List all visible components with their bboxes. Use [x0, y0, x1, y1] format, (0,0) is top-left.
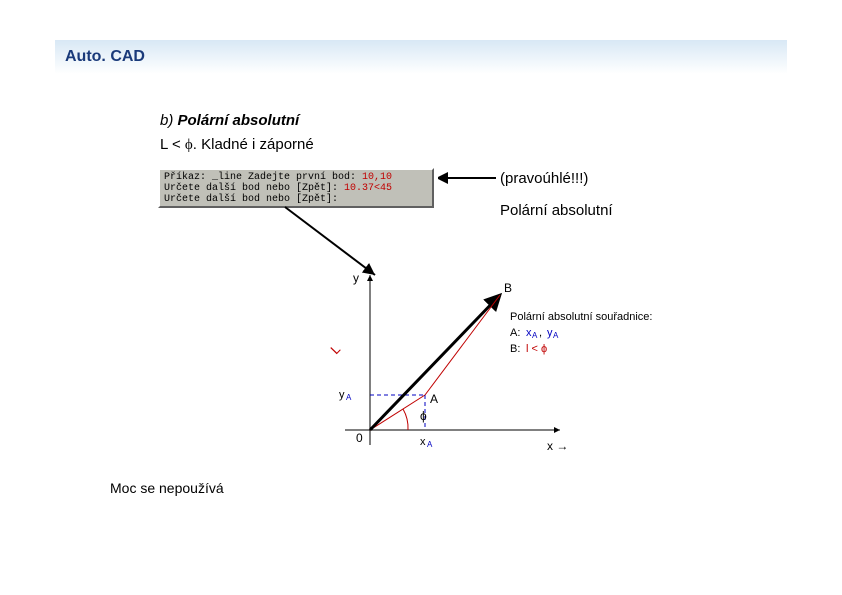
svg-text:A: A — [346, 393, 352, 402]
footer-note: Moc se nepoužívá — [110, 480, 224, 496]
svg-text:A: A — [427, 440, 433, 449]
formula-phi: ϕ — [185, 137, 193, 153]
svg-text:B:: B: — [510, 343, 520, 355]
svg-text:A: A — [532, 331, 538, 340]
console-l1a: Příkaz: _line Zadejte první bod: — [164, 172, 362, 183]
svg-text:l < ϕ: l < ϕ — [526, 343, 547, 355]
coord-title: Polární absolutní souřadnice: — [510, 311, 652, 323]
svg-text:A: A — [553, 331, 559, 340]
svg-text:B: B — [504, 281, 512, 295]
console-l3a: Určete další bod nebo [Zpět]: — [164, 194, 338, 205]
arrow-icon — [438, 168, 498, 188]
svg-text:L: L — [327, 341, 343, 357]
svg-text:y: y — [339, 389, 345, 401]
subtitle-prefix: b) — [160, 112, 178, 129]
console-l2b: 10.37<45 — [344, 183, 392, 194]
subtitle-text: Polární absolutní — [178, 112, 300, 129]
svg-text:A:: A: — [510, 327, 520, 339]
svg-text:,: , — [539, 327, 542, 339]
header-bar: Auto. CAD — [55, 40, 787, 74]
formula-before: L < — [160, 136, 185, 153]
svg-text:ϕ: ϕ — [420, 409, 427, 423]
annotation-polarni: Polární absolutní — [500, 202, 613, 219]
console-l1b: 10,10 — [362, 172, 392, 183]
header-title: Auto. CAD — [65, 48, 145, 66]
console-box: Příkaz: _line Zadejte první bod: 10,10 U… — [158, 168, 434, 208]
y-axis-label: y — [353, 271, 359, 285]
formula: L < ϕ. Kladné i záporné — [160, 136, 314, 154]
console-l2a: Určete další bod nebo [Zpět]: — [164, 183, 344, 194]
svg-text:x →: x → — [547, 439, 568, 453]
formula-after: . Kladné i záporné — [193, 136, 314, 153]
svg-text:A: A — [430, 392, 438, 406]
subtitle: b) Polární absolutní — [160, 112, 299, 130]
annotation-pravohle: (pravoúhlé!!!) — [500, 170, 588, 187]
coordinate-diagram: y x → 0 y A x A A B L ϕ Polární absolutn… — [300, 260, 690, 470]
svg-text:x: x — [420, 436, 426, 448]
svg-text:0: 0 — [356, 431, 363, 445]
